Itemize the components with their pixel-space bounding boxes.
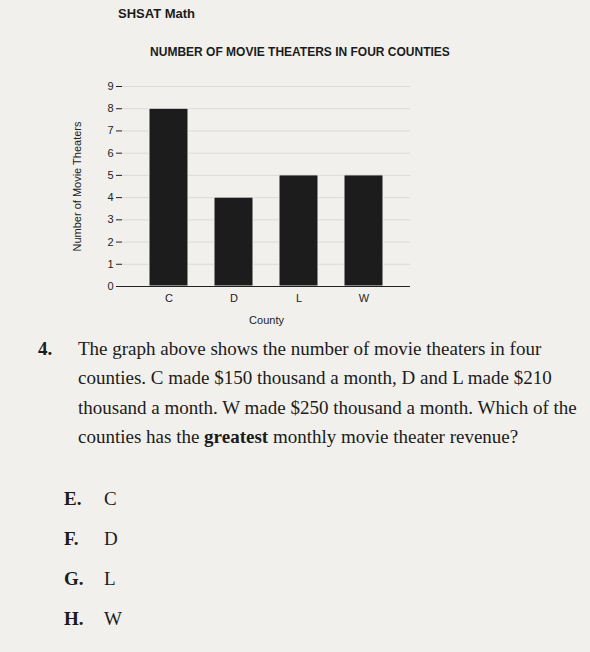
html-text:E.: E. xyxy=(64,488,82,509)
svg-text:5: 5 xyxy=(107,169,113,181)
svg-text:D: D xyxy=(230,292,238,304)
svg-text:4: 4 xyxy=(107,191,113,203)
html-text:W: W xyxy=(104,608,122,629)
html-text:NUMBER OF MOVIE THEATERS IN FO: NUMBER OF MOVIE THEATERS IN FOUR COUNTIE… xyxy=(150,45,450,59)
html-text:H.: H. xyxy=(64,608,84,629)
html-text:SHSAT Math: SHSAT Math xyxy=(118,6,195,21)
html-text:G.: G. xyxy=(64,568,84,589)
html-text:C: C xyxy=(104,488,117,509)
html-text:F.: F. xyxy=(64,528,79,549)
svg-text:Number of Movie Theaters: Number of Movie Theaters xyxy=(71,121,83,252)
html-text:D: D xyxy=(104,528,118,549)
svg-text:1: 1 xyxy=(107,258,113,270)
svg-text:9: 9 xyxy=(107,80,113,92)
svg-text:3: 3 xyxy=(107,213,113,225)
svg-text:7: 7 xyxy=(107,124,113,136)
svg-text:8: 8 xyxy=(107,102,113,114)
svg-text:L: L xyxy=(296,292,302,304)
svg-text:C: C xyxy=(165,292,173,304)
html-text:L: L xyxy=(104,568,116,589)
svg-text:0: 0 xyxy=(107,280,113,292)
svg-text:W: W xyxy=(359,292,370,304)
svg-text:2: 2 xyxy=(107,236,113,248)
svg-text:County: County xyxy=(249,314,284,326)
html-text:4.: 4. xyxy=(38,338,53,359)
html-text:The graph above shows the numb: The graph above shows the number of movi… xyxy=(78,338,577,448)
svg-text:6: 6 xyxy=(107,147,113,159)
